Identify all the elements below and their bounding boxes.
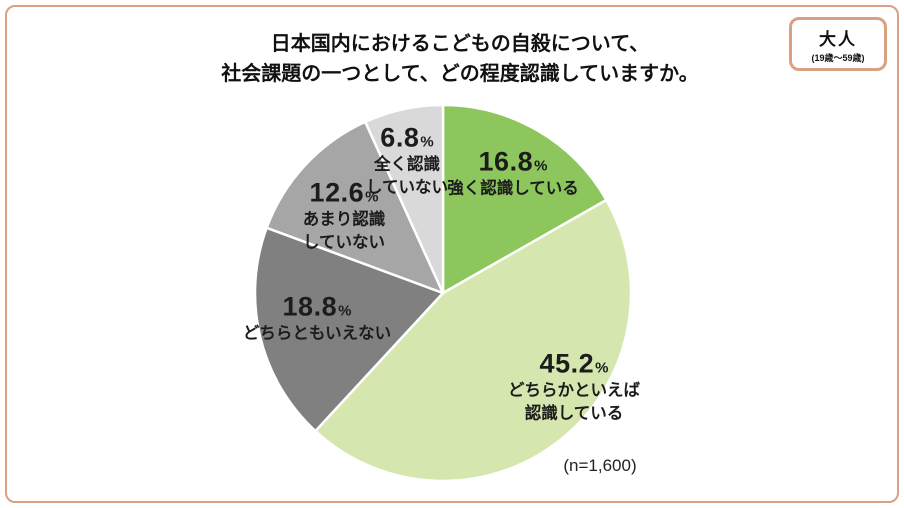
pie-chart-svg (253, 103, 633, 483)
slice-pct: 45.2% (539, 348, 609, 379)
slice-label-strongly-aware: 16.8% 強く認識している (447, 146, 579, 199)
chart-title-line1: 日本国内におけるこどもの自殺について、 (270, 33, 650, 55)
pie-slice-4 (363, 103, 445, 295)
slice-label-neutral: 18.8% どちらともいえない (242, 291, 392, 344)
slice-pct: 18.8% (282, 291, 352, 322)
chart-title-line2: 社会課題の一つとして、どの程度認識していますか。 (221, 63, 699, 85)
pie-chart (251, 101, 635, 485)
chart-title: 日本国内におけるこどもの自殺について、 社会課題の一つとして、どの程度認識してい… (110, 29, 810, 89)
slice-pct: 16.8% (478, 146, 548, 177)
audience-badge: 大人 (19歳〜59歳) (789, 17, 887, 71)
slice-label-not-aware-at-all: 6.8% 全く認識 していない (365, 122, 449, 197)
pie-slice-2 (253, 226, 445, 433)
slice-label-somewhat-aware: 45.2% どちらかといえば 認識している (508, 348, 640, 423)
audience-badge-label: 大人 (819, 30, 857, 49)
slice-pct: 6.8% (380, 122, 434, 153)
slice-label-not-very-aware: 12.6% あまり認識 していない (302, 177, 386, 252)
slice-pct: 12.6% (309, 177, 379, 208)
pie-slice-0 (441, 103, 608, 295)
audience-badge-age-range: (19歳〜59歳) (811, 53, 865, 63)
pie-slice-1 (314, 198, 633, 483)
pie-slice-3 (265, 120, 445, 295)
sample-size-note: (n=1,600) (563, 456, 637, 475)
